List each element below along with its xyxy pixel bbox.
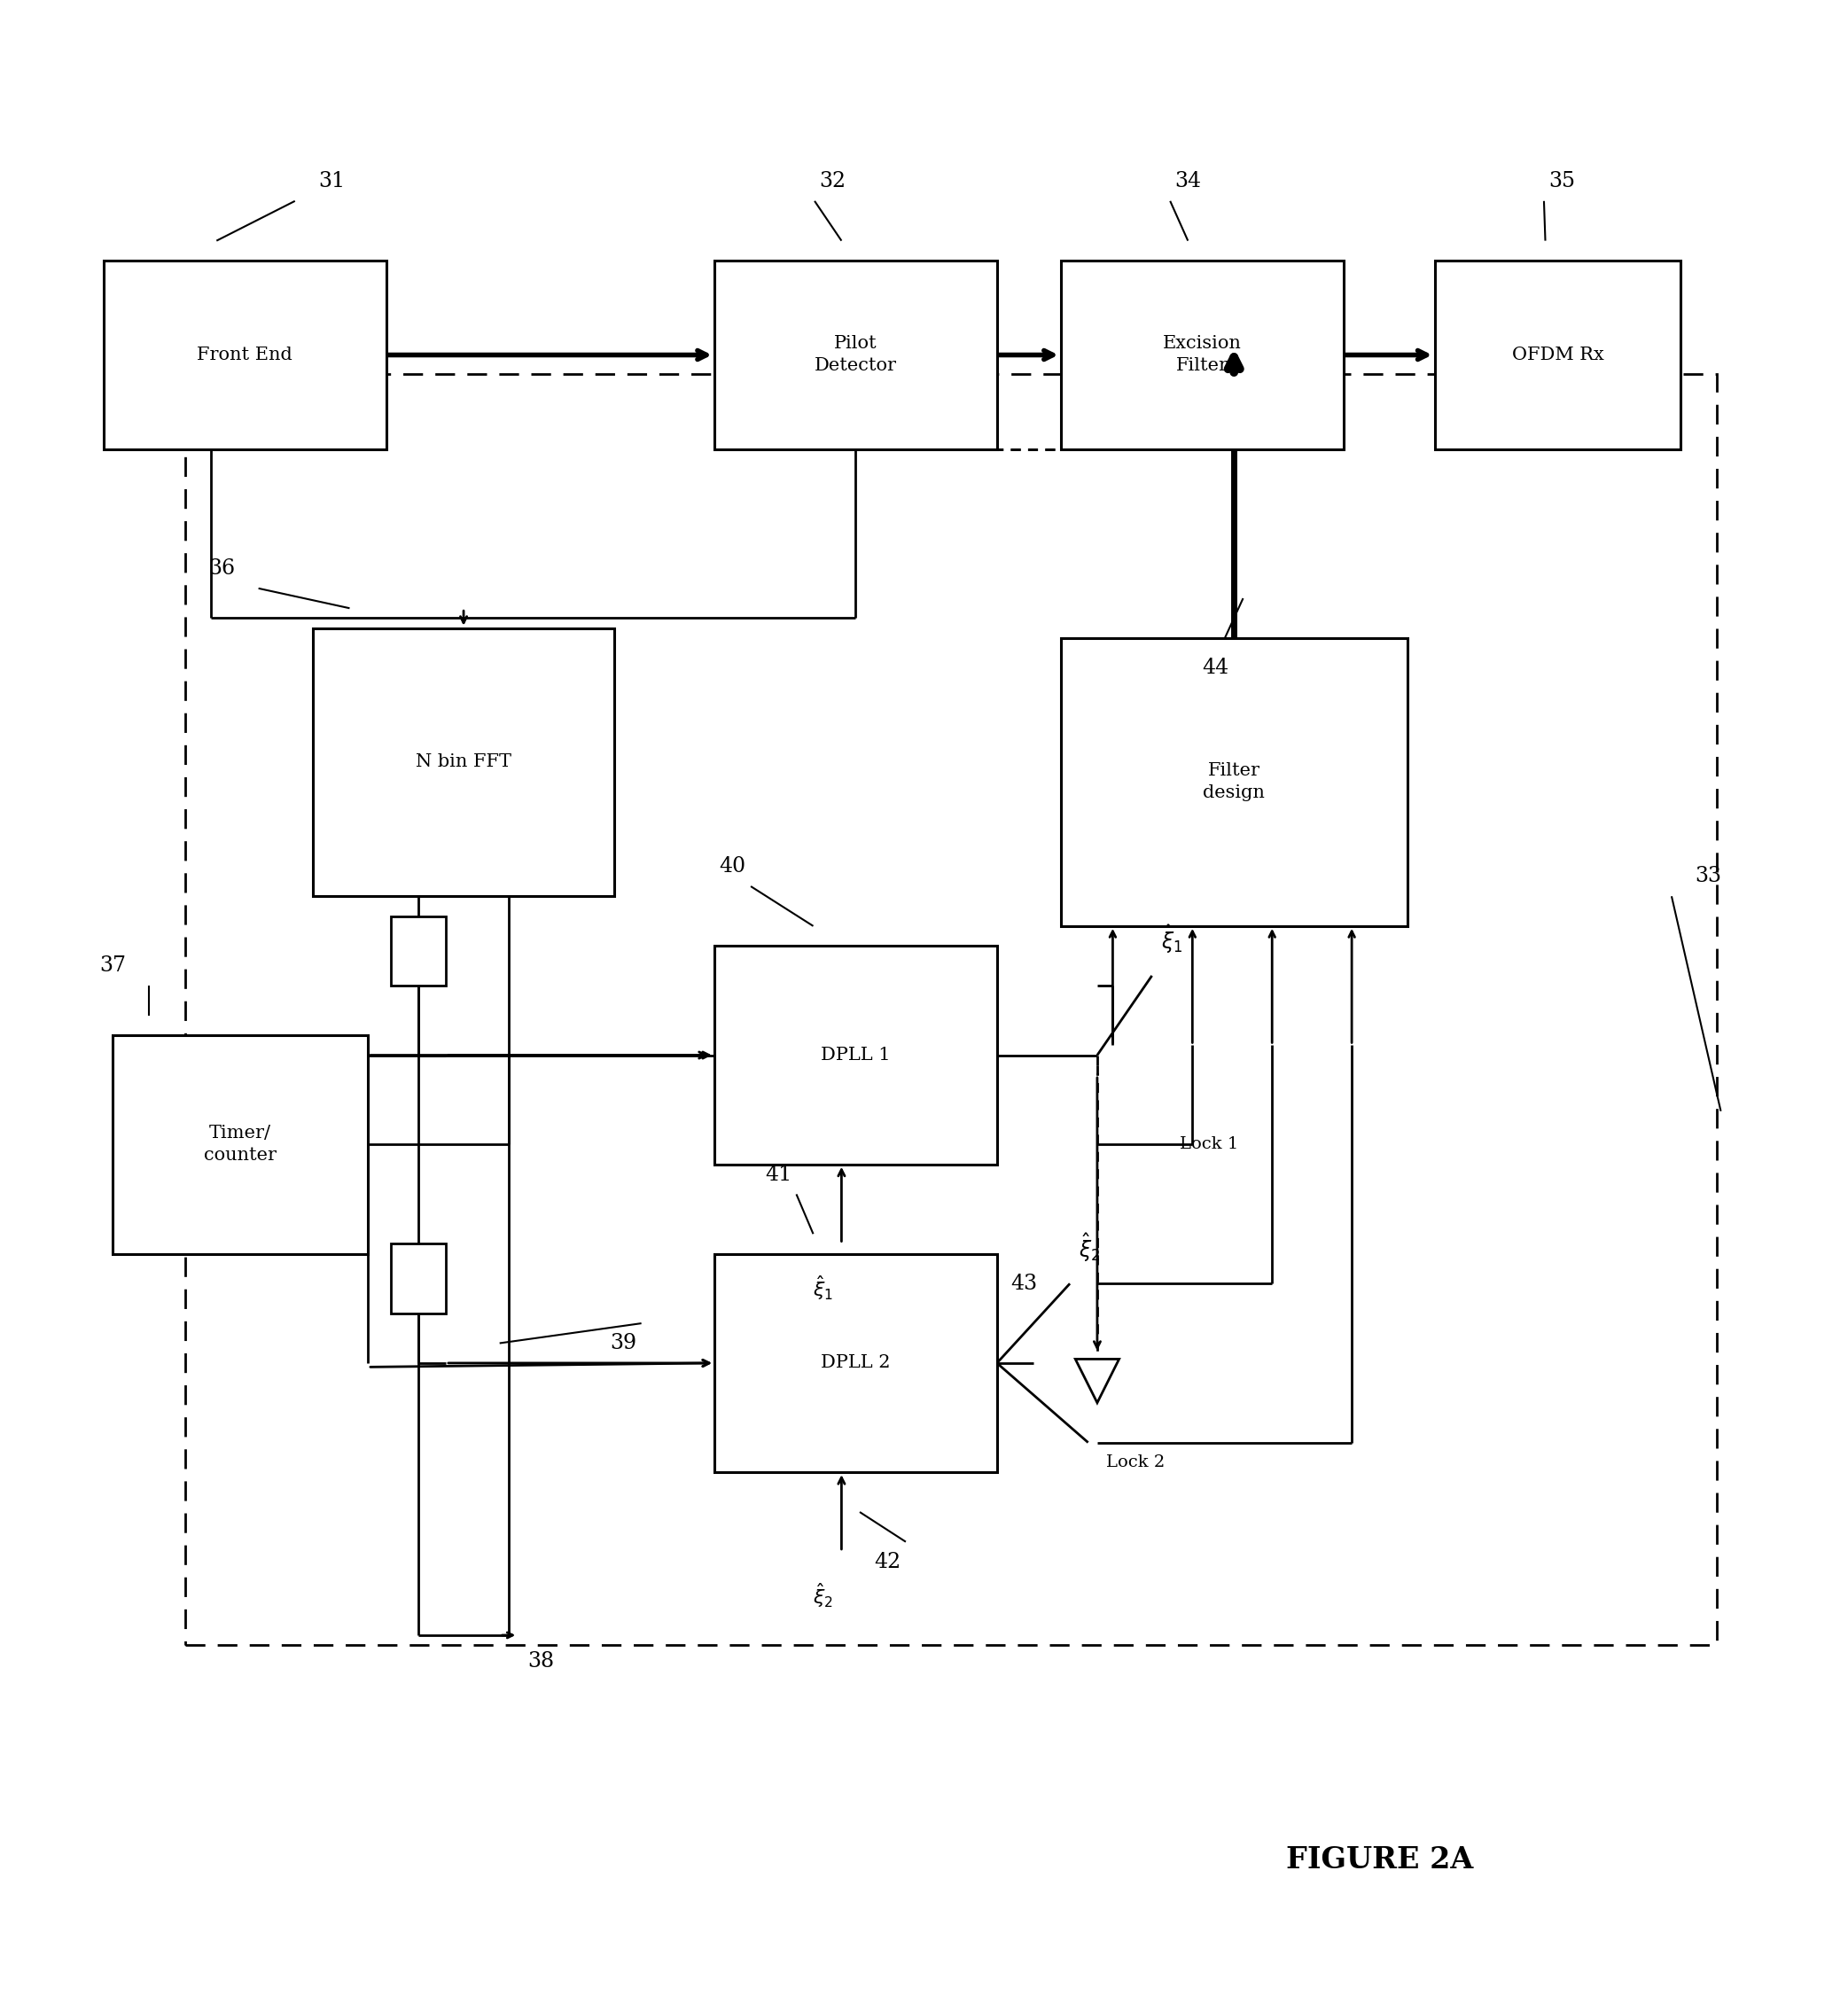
Text: 42: 42 (874, 1552, 902, 1573)
Text: 33: 33 (1695, 867, 1720, 887)
Text: Pilot
Detector: Pilot Detector (815, 336, 896, 374)
Bar (1061, 261, 1343, 448)
Text: 39: 39 (610, 1333, 636, 1353)
Bar (185, 374, 1717, 1645)
Text: OFDM Rx: OFDM Rx (1512, 346, 1604, 364)
Text: Timer/
counter: Timer/ counter (203, 1124, 277, 1164)
Bar (103, 261, 386, 448)
Text: 41: 41 (765, 1164, 791, 1184)
Text: 34: 34 (1175, 171, 1201, 191)
Text: 31: 31 (318, 171, 346, 191)
Text: Lock 2: Lock 2 (1107, 1454, 1164, 1470)
Text: $\hat{\xi}_2$: $\hat{\xi}_2$ (1079, 1231, 1101, 1263)
Text: 38: 38 (529, 1651, 554, 1671)
Bar (392, 917, 445, 985)
Text: 43: 43 (1011, 1273, 1037, 1293)
Text: $\hat{\xi}_2$: $\hat{\xi}_2$ (813, 1581, 833, 1609)
Bar (715, 945, 996, 1164)
Text: 37: 37 (100, 955, 126, 975)
Polygon shape (1076, 1359, 1120, 1404)
Bar (392, 1245, 445, 1313)
Text: 36: 36 (209, 559, 235, 579)
Text: N bin FFT: N bin FFT (416, 754, 512, 770)
Bar (1061, 637, 1406, 925)
Text: 44: 44 (1203, 658, 1229, 678)
Text: FIGURE 2A: FIGURE 2A (1286, 1844, 1473, 1874)
Text: Lock 1: Lock 1 (1179, 1136, 1238, 1152)
Text: Filter
design: Filter design (1203, 762, 1264, 802)
Text: 40: 40 (719, 857, 747, 877)
Text: DPLL 2: DPLL 2 (821, 1355, 891, 1372)
Bar (312, 627, 614, 897)
Text: $\hat{\xi}_1$: $\hat{\xi}_1$ (813, 1273, 833, 1301)
Bar (113, 1036, 368, 1253)
Text: Front End: Front End (198, 346, 292, 364)
Text: Excision
Filter: Excision Filter (1162, 336, 1242, 374)
Bar (715, 261, 996, 448)
Text: 32: 32 (819, 171, 846, 191)
Text: $\hat{\xi}_1$: $\hat{\xi}_1$ (1161, 923, 1183, 955)
Bar (715, 1253, 996, 1472)
Text: 35: 35 (1549, 171, 1576, 191)
Bar (1434, 261, 1680, 448)
Text: DPLL 1: DPLL 1 (821, 1048, 891, 1064)
